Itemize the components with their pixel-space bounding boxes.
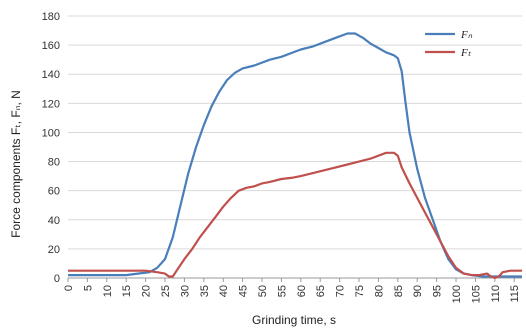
- x-tick-label: 90: [412, 285, 424, 297]
- y-tick-label: 80: [48, 157, 60, 169]
- x-tick-label: 110: [490, 285, 502, 303]
- x-tick-label: 115: [509, 285, 521, 303]
- x-tick-label: 15: [121, 285, 133, 297]
- x-tick-label: 10: [102, 285, 114, 297]
- legend: Fₙ Fₜ: [425, 29, 473, 59]
- x-tick-label: 55: [276, 285, 288, 297]
- y-tick-label: 120: [42, 98, 60, 110]
- x-tick-label: 80: [373, 285, 385, 297]
- x-axis-title: Grinding time, s: [252, 313, 336, 327]
- y-tick-label: 60: [48, 186, 60, 198]
- series-line-0: [68, 32, 522, 278]
- x-tick-label: 100: [451, 285, 463, 303]
- series-line-1: [68, 151, 522, 280]
- x-tick-label: 70: [335, 285, 347, 297]
- legend-label: Fₜ: [460, 47, 472, 59]
- x-tick-label: 65: [315, 285, 327, 297]
- x-tick-label: 0: [63, 285, 75, 291]
- x-axis-ticks: 0 5 10 15 20 25 30 35 40 45 50 55 60 65 70 75 80 85 90 95 10…: [63, 278, 521, 303]
- x-tick-label: 50: [257, 285, 269, 297]
- x-tick-label: 40: [218, 285, 230, 297]
- gridlines: [68, 15, 522, 250]
- y-tick-label: 20: [48, 244, 60, 256]
- y-tick-label: 40: [48, 215, 60, 227]
- x-tick-label: 20: [141, 285, 153, 297]
- x-tick-label: 25: [160, 285, 172, 297]
- y-tick-label: 100: [42, 127, 60, 139]
- y-axis-ticks: 0 20 40 60 80 100 120 140 160 180: [42, 11, 60, 285]
- x-tick-label: 105: [470, 285, 482, 303]
- y-tick-label: 0: [54, 273, 60, 285]
- y-axis-title: Force components Fₜ, Fₙ, N: [9, 90, 23, 238]
- legend-label: Fₙ: [460, 29, 473, 41]
- series-lines: [68, 32, 522, 280]
- x-tick-label: 30: [179, 285, 191, 297]
- y-tick-label: 160: [42, 40, 60, 52]
- x-tick-label: 60: [296, 285, 308, 297]
- y-tick-label: 180: [42, 11, 60, 23]
- x-tick-label: 45: [238, 285, 250, 297]
- x-tick-label: 35: [199, 285, 211, 297]
- x-tick-label: 75: [354, 285, 366, 297]
- y-tick-label: 140: [42, 69, 60, 81]
- x-tick-label: 95: [432, 285, 444, 297]
- x-tick-label: 5: [82, 285, 94, 291]
- x-tick-label: 85: [393, 285, 405, 297]
